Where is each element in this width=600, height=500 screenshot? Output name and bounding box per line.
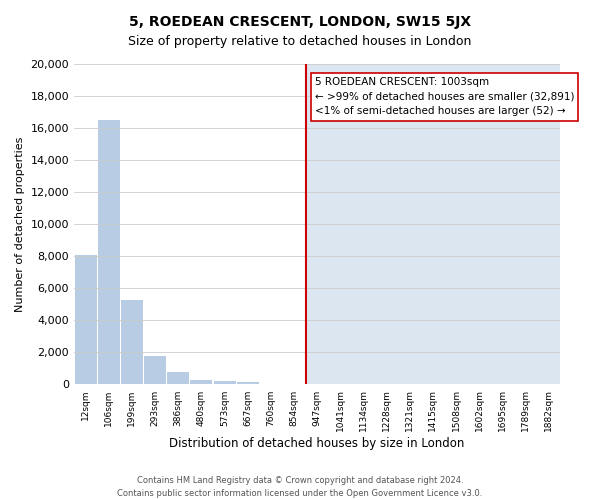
Bar <box>74 254 97 384</box>
X-axis label: Distribution of detached houses by size in London: Distribution of detached houses by size … <box>169 437 465 450</box>
Text: 5, ROEDEAN CRESCENT, LONDON, SW15 5JX: 5, ROEDEAN CRESCENT, LONDON, SW15 5JX <box>129 15 471 29</box>
Y-axis label: Number of detached properties: Number of detached properties <box>15 136 25 312</box>
Text: 5 ROEDEAN CRESCENT: 1003sqm
← >99% of detached houses are smaller (32,891)
<1% o: 5 ROEDEAN CRESCENT: 1003sqm ← >99% of de… <box>315 77 574 116</box>
Bar <box>305 64 560 384</box>
Bar <box>121 300 143 384</box>
Bar <box>144 356 166 384</box>
Text: Size of property relative to detached houses in London: Size of property relative to detached ho… <box>128 35 472 48</box>
Bar <box>190 380 212 384</box>
Bar <box>236 382 259 384</box>
Bar <box>98 120 120 384</box>
Bar <box>167 372 189 384</box>
Bar <box>214 382 236 384</box>
Text: Contains HM Land Registry data © Crown copyright and database right 2024.
Contai: Contains HM Land Registry data © Crown c… <box>118 476 482 498</box>
